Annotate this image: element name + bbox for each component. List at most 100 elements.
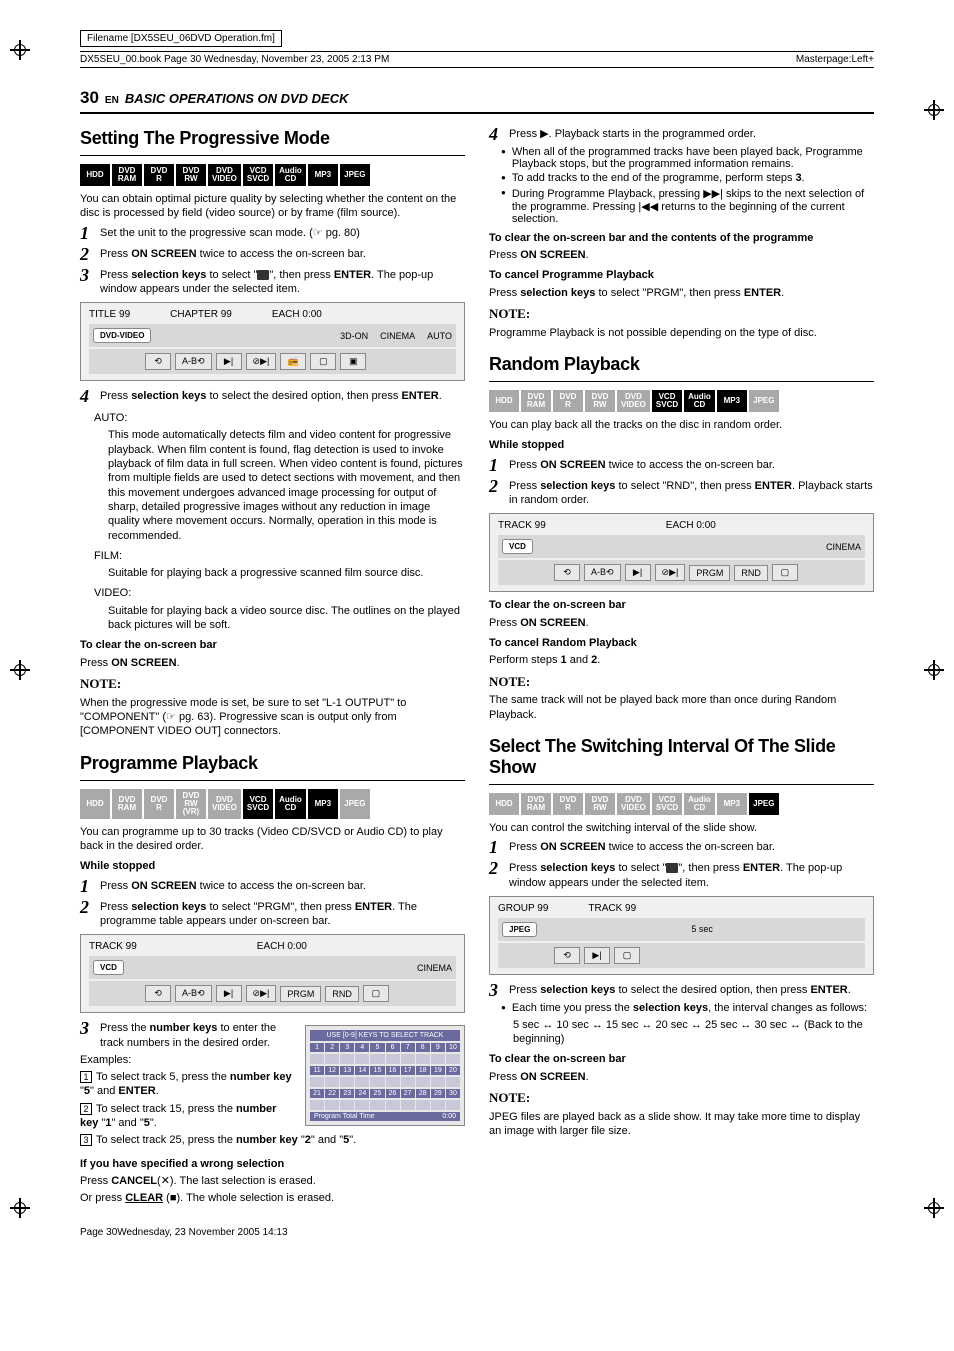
note-text: JPEG files are played back as a slide sh… [489,1110,874,1139]
osd-slide: GROUP 99 TRACK 99 JPEG 5 sec ⟲▶|▢ [489,896,874,975]
reg-mark [10,1198,30,1218]
format-badge: JPEG [749,793,779,815]
osd-programme: TRACK 99 EACH 0:00 VCD CINEMA ⟲A-B⟲▶|⊘▶|… [80,934,465,1013]
divider [489,784,874,785]
format-badge: MP3 [717,390,747,412]
format-badge: VCDSVCD [243,164,273,186]
auto-label: AUTO: [94,411,465,425]
format-badge: DVDVIDEO [617,390,650,412]
format-badge: HDD [489,793,519,815]
format-badge: DVDRW [585,390,615,412]
format-badge: DVDRW [176,164,206,186]
note-label: NOTE: [489,1090,874,1107]
progressive-title: Setting The Progressive Mode [80,128,465,149]
reg-mark [924,660,944,680]
note-label: NOTE: [489,306,874,323]
format-badge: JPEG [340,789,370,819]
film-text: Suitable for playing back a progressive … [108,566,465,580]
osd-progressive: TITLE 99 CHAPTER 99 EACH 0:00 DVD-VIDEO … [80,302,465,381]
slide-title: Select The Switching Interval Of The Sli… [489,736,874,778]
format-badge: DVDR [553,793,583,815]
wrong-2: Or press CLEAR (■). The whole selection … [80,1191,465,1205]
step-2: 2Press selection keys to select "PRGM", … [80,898,465,929]
step-1: 1Set the unit to the progressive scan mo… [80,224,465,242]
clear-text: Press ON SCREEN. [489,1070,874,1084]
while-stopped: While stopped [489,438,874,452]
note-text: Programme Playback is not possible depen… [489,326,874,340]
header-rule [80,112,874,114]
clear-text: Press ON SCREEN. [489,616,874,630]
programme-intro: You can programme up to 30 tracks (Video… [80,825,465,854]
format-badge: DVDRAM [112,164,142,186]
step-2: 2Press selection keys to select "", then… [489,859,874,890]
format-badge: JPEG [749,390,779,412]
clear-heading: To clear the on-screen bar [80,638,465,652]
format-badge: AudioCD [684,390,715,412]
format-badge: DVDRAM [112,789,142,819]
step-2: 2Press ON SCREEN twice to access the on-… [80,245,465,263]
step-2: 2Press selection keys to select "RND", t… [489,477,874,508]
video-label: VIDEO: [94,586,465,600]
format-badge: DVDR [144,164,174,186]
page-number: 30 [80,88,99,108]
divider [489,381,874,382]
clear-text: Press ON SCREEN. [489,248,874,262]
format-badge: DVDVIDEO [617,793,650,815]
format-badge: MP3 [717,793,747,815]
format-badge: VCDSVCD [243,789,273,819]
interval-seq: 5 sec ↔ 10 sec ↔ 15 sec ↔ 20 sec ↔ 25 se… [513,1018,874,1047]
format-badge: DVDRW [585,793,615,815]
format-badge: DVDRW(VR) [176,789,206,819]
format-badge: DVDR [144,789,174,819]
section-title: BASIC OPERATIONS ON DVD DECK [125,91,349,106]
osd-random: TRACK 99 EACH 0:00 VCD CINEMA ⟲A-B⟲▶|⊘▶|… [489,513,874,592]
step-1: 1Press ON SCREEN twice to access the on-… [489,838,874,856]
while-stopped: While stopped [80,859,465,873]
format-badge: DVDRAM [521,793,551,815]
auto-text: This mode automatically detects film and… [108,428,465,542]
bullet: To add tracks to the end of the programm… [501,172,874,185]
random-intro: You can play back all the tracks on the … [489,418,874,432]
progressive-intro: You can obtain optimal picture quality b… [80,192,465,221]
format-strip: HDDDVDRAMDVDRDVDRWDVDVIDEOVCDSVCDAudioCD… [489,793,874,815]
clear-heading: To clear the on-screen bar [489,1052,874,1066]
bullet: Each time you press the selection keys, … [501,1002,874,1015]
slide-intro: You can control the switching interval o… [489,821,874,835]
clear-text: Press ON SCREEN. [80,656,465,670]
format-badge: DVDRAM [521,390,551,412]
step-4: 4Press ▶. Playback starts in the program… [489,125,874,143]
clear-heading: To clear the on-screen bar and the conte… [489,231,874,245]
divider [80,155,465,156]
wrong-sel-h: If you have specified a wrong selection [80,1157,465,1171]
programme-title: Programme Playback [80,753,465,774]
mode-icon [257,270,269,280]
film-label: FILM: [94,549,465,563]
step-3: 3Press the number keys to enter the trac… [80,1019,297,1050]
reg-mark [924,1198,944,1218]
cancel-text: Perform steps 1 and 2. [489,653,874,667]
wrong-1: Press CANCEL(✕). The last selection is e… [80,1174,465,1188]
format-badge: HDD [489,390,519,412]
reg-mark [10,660,30,680]
random-title: Random Playback [489,354,874,375]
ex3: 3To select track 25, press the number ke… [80,1133,465,1147]
format-badge: MP3 [308,789,338,819]
note-label: NOTE: [80,676,465,693]
right-column: 4Press ▶. Playback starts in the program… [489,122,874,1208]
format-badge: AudioCD [275,789,306,819]
footer: Page 30Wednesday, 23 November 2005 14:13 [80,1227,288,1238]
format-badge: DVDVIDEO [208,164,241,186]
video-text: Suitable for playing back a video source… [108,604,465,633]
page-header: 30 EN BASIC OPERATIONS ON DVD DECK [80,88,874,108]
slide-icon [666,863,678,873]
divider [80,780,465,781]
left-column: Setting The Progressive Mode HDDDVDRAMDV… [80,122,465,1208]
format-badge: HDD [80,164,110,186]
format-strip: HDDDVDRAMDVDRDVDRWDVDVIDEOVCDSVCDAudioCD… [80,164,465,186]
format-badge: VCDSVCD [652,390,682,412]
step-3: 3Press selection keys to select "", then… [80,266,465,297]
cancel-heading: To cancel Random Playback [489,636,874,650]
note-label: NOTE: [489,674,874,691]
reg-mark [924,100,944,120]
format-strip: HDDDVDRAMDVDRDVDRWDVDVIDEOVCDSVCDAudioCD… [489,390,874,412]
